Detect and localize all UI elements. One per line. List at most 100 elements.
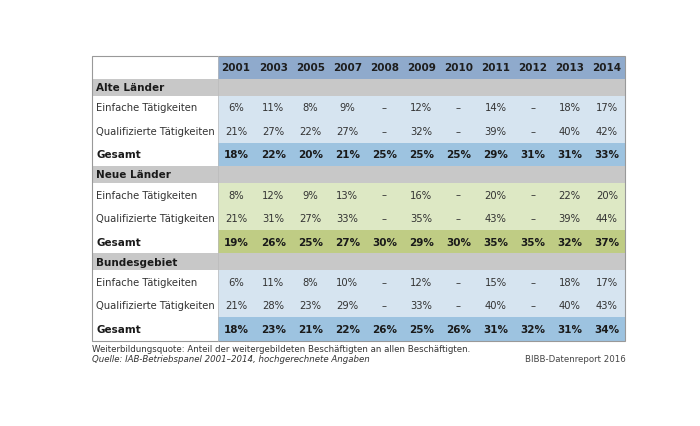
Text: 31%: 31% [557, 324, 582, 334]
Text: 31%: 31% [520, 150, 545, 160]
Bar [366, 96, 403, 120]
Bar [329, 271, 366, 294]
Bar [440, 230, 477, 253]
Text: 9%: 9% [340, 103, 355, 113]
Bar [477, 230, 514, 253]
Bar [92, 294, 218, 317]
Bar [329, 120, 366, 143]
Text: 9%: 9% [302, 190, 318, 200]
Text: 19%: 19% [223, 237, 248, 247]
Bar [403, 143, 440, 167]
Bar [514, 230, 551, 253]
Bar [292, 317, 329, 341]
Text: 13%: 13% [336, 190, 358, 200]
Bar [588, 143, 625, 167]
Text: 44%: 44% [596, 213, 617, 224]
Text: –: – [382, 103, 387, 113]
Text: 22%: 22% [260, 150, 286, 160]
Text: 29%: 29% [409, 237, 434, 247]
Text: Qualifizierte Tätigkeiten: Qualifizierte Tätigkeiten [96, 127, 215, 136]
Bar [440, 57, 477, 80]
Bar [477, 207, 514, 230]
Bar [329, 96, 366, 120]
Bar [514, 207, 551, 230]
Text: 26%: 26% [446, 324, 471, 334]
Text: 21%: 21% [298, 324, 323, 334]
Bar [440, 120, 477, 143]
Text: –: – [382, 190, 387, 200]
Text: 20%: 20% [298, 150, 323, 160]
Text: 30%: 30% [372, 237, 397, 247]
Text: Alte Länder: Alte Länder [96, 83, 164, 93]
Bar [477, 317, 514, 341]
Text: 8%: 8% [228, 190, 244, 200]
Text: 6%: 6% [228, 277, 244, 287]
Text: 33%: 33% [410, 301, 433, 311]
Text: 22%: 22% [335, 324, 360, 334]
Bar [218, 143, 255, 167]
Bar [440, 96, 477, 120]
Text: 2005: 2005 [295, 63, 325, 73]
Bar [588, 230, 625, 253]
Bar [403, 120, 440, 143]
Text: 30%: 30% [446, 237, 471, 247]
Bar [588, 271, 625, 294]
Text: 23%: 23% [299, 301, 321, 311]
Bar [92, 57, 218, 80]
Text: –: – [530, 301, 536, 311]
Bar [440, 317, 477, 341]
Text: 12%: 12% [262, 190, 284, 200]
Bar [218, 230, 255, 253]
Text: 15%: 15% [484, 277, 507, 287]
Bar [403, 294, 440, 317]
Bar [440, 207, 477, 230]
Text: 27%: 27% [336, 127, 358, 136]
Bar [292, 230, 329, 253]
Text: –: – [382, 301, 387, 311]
Text: 27%: 27% [299, 213, 321, 224]
Text: Neue Länder: Neue Länder [96, 170, 171, 180]
Bar [92, 230, 218, 253]
Bar [366, 120, 403, 143]
Bar [218, 271, 255, 294]
Bar [366, 294, 403, 317]
Bar [292, 207, 329, 230]
Text: –: – [530, 103, 536, 113]
Bar [329, 183, 366, 207]
Text: 21%: 21% [225, 127, 247, 136]
Bar [366, 143, 403, 167]
Text: 2010: 2010 [444, 63, 473, 73]
Text: BIBB-Datenreport 2016: BIBB-Datenreport 2016 [524, 354, 625, 363]
Text: 25%: 25% [446, 150, 471, 160]
Bar [92, 120, 218, 143]
Bar [477, 294, 514, 317]
Bar [218, 96, 255, 120]
Text: 27%: 27% [335, 237, 360, 247]
Text: 32%: 32% [557, 237, 582, 247]
Bar [514, 143, 551, 167]
Text: 43%: 43% [484, 213, 507, 224]
Text: 18%: 18% [223, 324, 248, 334]
Text: 32%: 32% [520, 324, 545, 334]
Text: 25%: 25% [409, 150, 434, 160]
Bar [588, 207, 625, 230]
Text: Quelle: IAB-Betriebspanel 2001–2014, hochgerechnete Angaben: Quelle: IAB-Betriebspanel 2001–2014, hoc… [92, 354, 370, 363]
Bar [403, 317, 440, 341]
Bar [366, 317, 403, 341]
Bar [255, 317, 292, 341]
Text: –: – [382, 127, 387, 136]
Bar [255, 183, 292, 207]
Bar [292, 120, 329, 143]
Text: –: – [530, 190, 536, 200]
Bar [255, 143, 292, 167]
Bar [366, 230, 403, 253]
Text: 6%: 6% [228, 103, 244, 113]
Bar [329, 57, 366, 80]
Text: 8%: 8% [302, 103, 318, 113]
Bar [92, 167, 625, 183]
Bar [92, 271, 218, 294]
Text: 37%: 37% [594, 237, 620, 247]
Bar [255, 207, 292, 230]
Bar [292, 96, 329, 120]
Text: 10%: 10% [336, 277, 358, 287]
